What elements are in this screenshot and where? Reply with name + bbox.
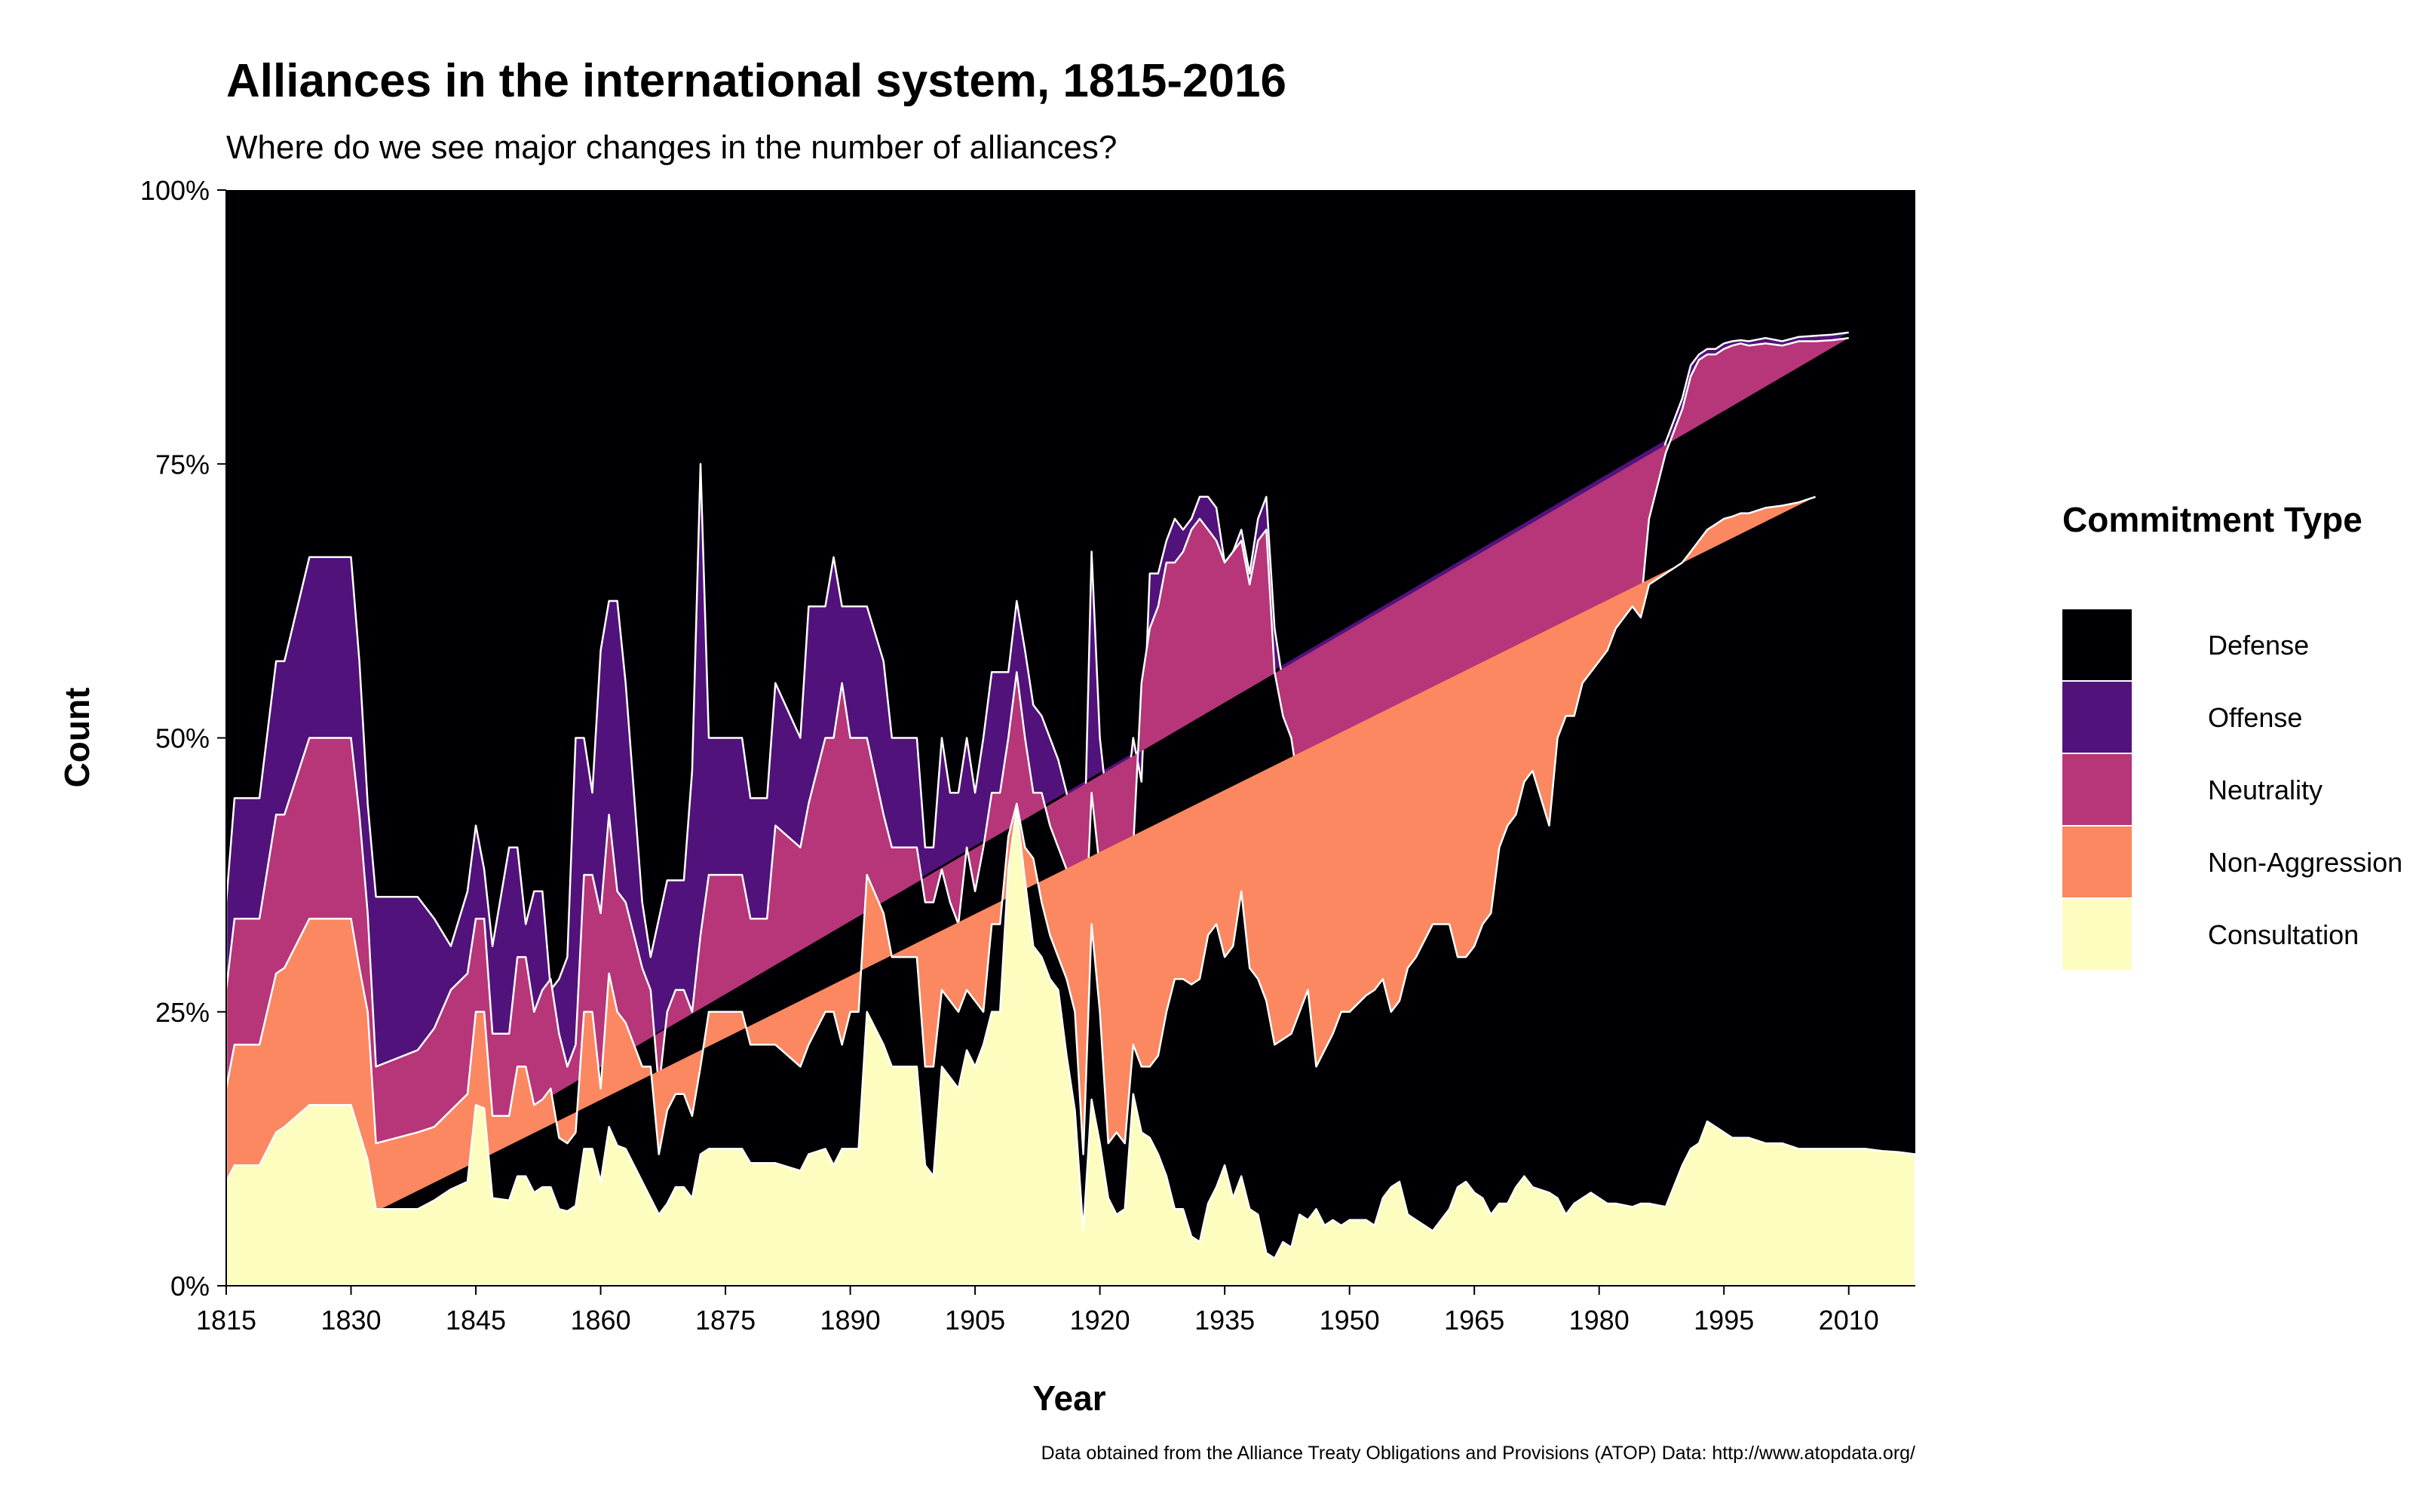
x-tick-label: 1845 <box>446 1305 506 1336</box>
legend-label-defense: Defense <box>2208 630 2309 661</box>
legend-label-neutrality: Neutrality <box>2208 774 2323 805</box>
x-tick-label: 1965 <box>1444 1305 1504 1336</box>
x-tick-label: 1980 <box>1569 1305 1630 1336</box>
x-axis: 1815 1830 1845 1860 1875 1890 1905 1920 1935 1950… <box>196 1285 1915 1336</box>
y-tick-label: 100% <box>140 175 210 206</box>
chart-subtitle: Where do we see major changes in the num… <box>226 129 1117 166</box>
legend-key-consultation <box>2062 899 2132 970</box>
legend-label-offense: Offense <box>2208 702 2302 733</box>
x-tick-label: 1890 <box>820 1305 881 1336</box>
legend: Commitment Type Defense Offense Neutrality… <box>2062 500 2402 970</box>
y-tick-label: 75% <box>155 449 210 480</box>
legend-label-non-aggression: Non-Aggression <box>2208 847 2402 878</box>
y-axis-title: Count <box>57 688 97 788</box>
x-tick-label: 2010 <box>1819 1305 1879 1336</box>
plot-area <box>225 190 1917 1287</box>
x-tick-label: 1920 <box>1070 1305 1130 1336</box>
y-tick-label: 50% <box>155 723 210 754</box>
legend-label-consultation: Consultation <box>2208 919 2359 950</box>
legend-key-neutrality <box>2062 754 2132 825</box>
x-tick-label: 1875 <box>695 1305 756 1336</box>
area-consultation <box>225 808 1917 1287</box>
x-tick-label: 1995 <box>1694 1305 1754 1336</box>
y-tick-label: 0% <box>170 1271 210 1302</box>
y-axis: 0% 25% 50% 75% 100% <box>140 175 227 1302</box>
legend-key-defense <box>2062 609 2132 680</box>
chart-title: Alliances in the international system, 1… <box>226 55 1286 107</box>
x-axis-title: Year <box>1032 1379 1105 1418</box>
chart-caption: Data obtained from the Alliance Treaty O… <box>1041 1443 1915 1464</box>
x-tick-label: 1815 <box>196 1305 256 1336</box>
y-tick-label: 25% <box>155 997 210 1028</box>
area-non-aggression <box>225 495 1816 1286</box>
legend-title: Commitment Type <box>2062 500 2362 539</box>
x-tick-label: 1950 <box>1320 1305 1380 1336</box>
x-tick-label: 1830 <box>320 1305 381 1336</box>
legend-key-offense <box>2062 682 2132 753</box>
x-tick-label: 1935 <box>1194 1305 1255 1336</box>
x-tick-label: 1905 <box>945 1305 1005 1336</box>
x-tick-label: 1860 <box>571 1305 631 1336</box>
legend-key-non-aggression <box>2062 827 2132 897</box>
